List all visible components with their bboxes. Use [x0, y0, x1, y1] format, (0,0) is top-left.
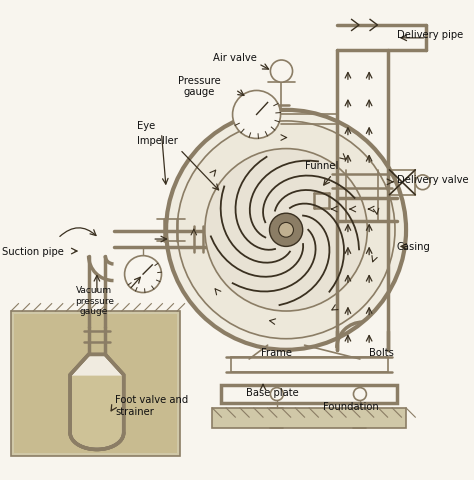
Circle shape — [166, 110, 406, 350]
Circle shape — [279, 223, 293, 238]
Circle shape — [415, 176, 430, 190]
Text: Delivery pipe: Delivery pipe — [397, 30, 463, 40]
Text: Foot valve and
strainer: Foot valve and strainer — [115, 395, 189, 416]
Text: Casing: Casing — [397, 242, 431, 252]
Circle shape — [233, 91, 281, 139]
Circle shape — [205, 149, 367, 312]
Text: Pressure
gauge: Pressure gauge — [178, 76, 221, 97]
Text: Eye: Eye — [137, 121, 155, 131]
Text: Air valve: Air valve — [213, 53, 257, 63]
Polygon shape — [72, 376, 122, 448]
Bar — [212, 408, 406, 428]
Circle shape — [354, 388, 366, 401]
Circle shape — [270, 388, 283, 401]
Bar — [221, 385, 397, 404]
Circle shape — [177, 121, 395, 339]
Circle shape — [270, 214, 303, 247]
Circle shape — [270, 61, 292, 83]
Text: Funnel: Funnel — [305, 160, 338, 170]
Bar — [14, 314, 177, 453]
Bar — [11, 312, 180, 456]
Text: Delivery valve: Delivery valve — [397, 175, 468, 185]
Text: Foundation: Foundation — [323, 401, 379, 411]
Text: Suction pipe: Suction pipe — [2, 247, 64, 256]
Circle shape — [125, 256, 162, 293]
Text: Frame: Frame — [261, 348, 292, 358]
Text: Vacuum
pressure
gauge: Vacuum pressure gauge — [74, 286, 114, 315]
Text: Base plate: Base plate — [246, 387, 299, 397]
Text: Bolts: Bolts — [369, 348, 394, 358]
Polygon shape — [70, 355, 124, 449]
Bar — [231, 358, 388, 372]
Text: Impeller: Impeller — [137, 136, 177, 145]
